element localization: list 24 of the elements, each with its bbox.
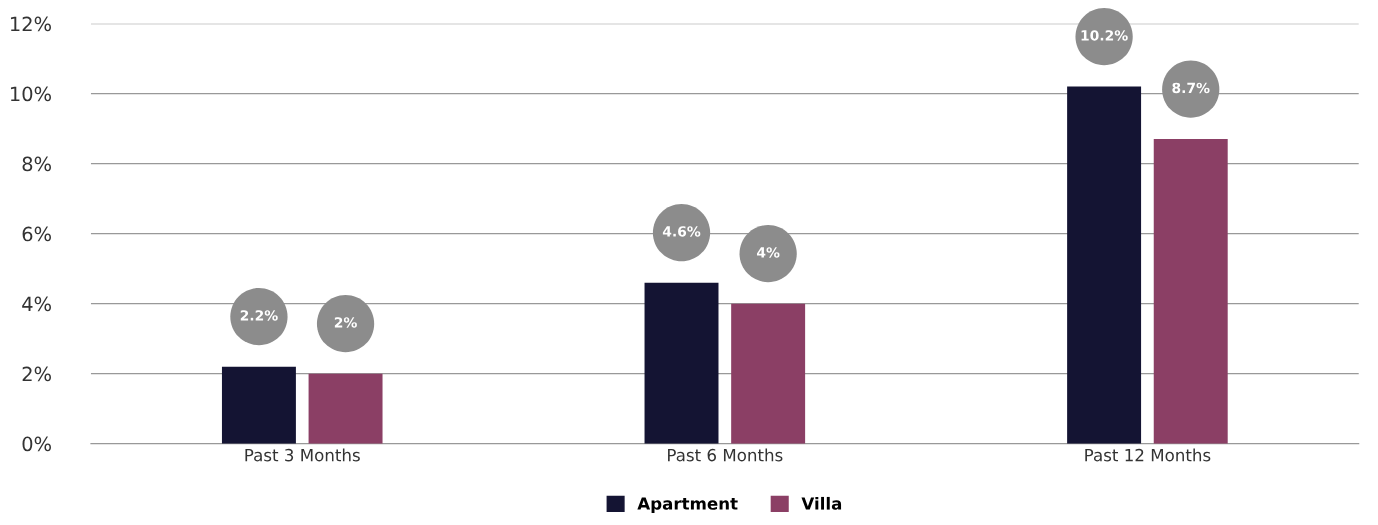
bar bbox=[1153, 139, 1228, 444]
bar bbox=[644, 282, 719, 444]
legend-label: Apartment bbox=[637, 497, 738, 514]
x-tick-label: Past 3 Months bbox=[245, 448, 360, 462]
y-tick-label: 2% bbox=[22, 366, 51, 382]
legend-label: Villa bbox=[801, 496, 842, 510]
y-tick-label: 6% bbox=[22, 226, 51, 242]
y-tick-label: 12% bbox=[10, 16, 51, 32]
x-tick-label: Past 6 Months bbox=[668, 448, 783, 462]
text: 4.6% bbox=[662, 226, 701, 237]
y-tick-label: 4% bbox=[22, 296, 51, 312]
y-tick-label: 0% bbox=[22, 436, 51, 452]
bar bbox=[1067, 86, 1142, 444]
y-tick-label: 8% bbox=[22, 156, 51, 172]
text: 10.2% bbox=[1081, 30, 1128, 41]
x-tick-label: Past 12 Months bbox=[1085, 448, 1211, 462]
text: 4% bbox=[756, 247, 780, 258]
bar bbox=[221, 366, 296, 444]
y-tick-label: 10% bbox=[10, 86, 51, 102]
bar bbox=[731, 303, 806, 444]
text: 2% bbox=[334, 317, 357, 328]
text: 2.2% bbox=[240, 310, 278, 321]
bar bbox=[308, 373, 383, 444]
text: 8.7% bbox=[1172, 82, 1210, 94]
